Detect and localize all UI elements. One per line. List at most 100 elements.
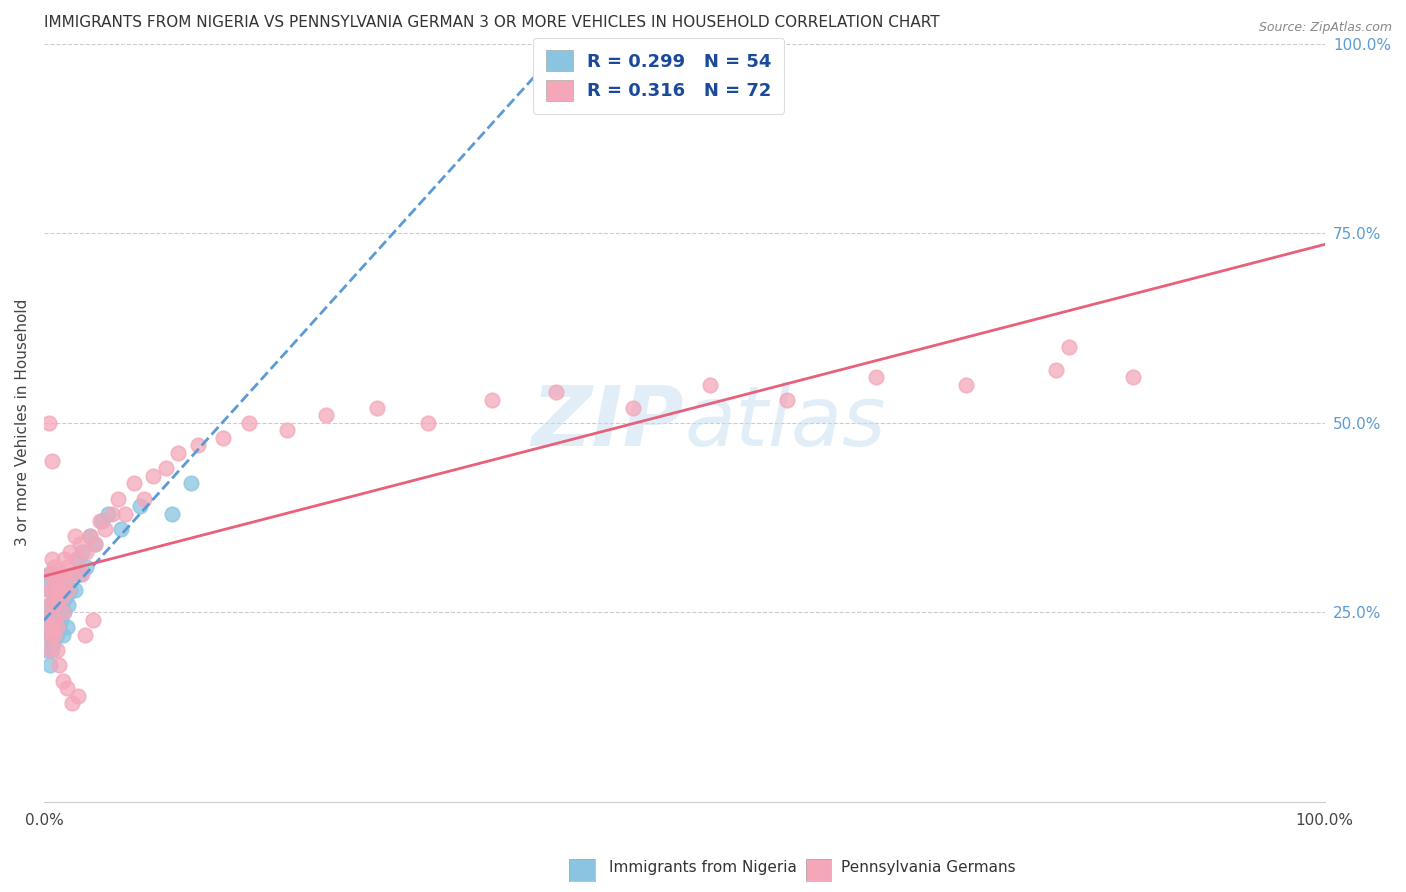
Point [42, 635, 65, 649]
Point [42, 605, 65, 619]
Point [79, 529, 101, 543]
Point [79, 529, 101, 543]
Point [49, 574, 72, 589]
Point [110, 522, 132, 536]
Point [212, 431, 235, 445]
Point [63, 582, 86, 597]
Point [315, 408, 337, 422]
Point [41, 552, 63, 566]
Point [60, 567, 83, 582]
Point [180, 476, 202, 491]
Point [38, 416, 60, 430]
Point [481, 392, 503, 407]
Point [52, 628, 75, 642]
Point [55, 574, 77, 589]
Point [56, 681, 79, 695]
Point [48, 590, 70, 604]
Point [167, 446, 190, 460]
Point [94, 522, 117, 536]
Point [39, 628, 62, 642]
Point [66, 552, 89, 566]
Point [53, 605, 76, 619]
Point [44, 598, 66, 612]
Point [41, 620, 63, 634]
Point [42, 582, 65, 597]
Point [100, 507, 122, 521]
Point [67, 689, 90, 703]
Point [41, 453, 63, 467]
Point [546, 385, 568, 400]
Text: IMMIGRANTS FROM NIGERIA VS PENNSYLVANIA GERMAN 3 OR MORE VEHICLES IN HOUSEHOLD C: IMMIGRANTS FROM NIGERIA VS PENNSYLVANIA … [44, 15, 939, 30]
Point [865, 370, 887, 384]
Point [75, 544, 97, 558]
Point [48, 620, 70, 634]
Point [44, 567, 66, 582]
Point [49, 567, 72, 582]
Point [45, 567, 67, 582]
Point [58, 598, 80, 612]
Point [44, 582, 66, 597]
Point [37, 598, 59, 612]
Point [187, 438, 209, 452]
Point [44, 574, 66, 589]
Point [45, 605, 67, 619]
Text: Immigrants from Nigeria: Immigrants from Nigeria [609, 860, 797, 874]
Point [1122, 370, 1144, 384]
Point [46, 582, 69, 597]
Point [142, 468, 165, 483]
Point [38, 582, 60, 597]
Point [35, 643, 58, 657]
Point [48, 658, 70, 673]
Point [51, 590, 73, 604]
Point [1057, 340, 1080, 354]
Point [52, 673, 75, 688]
Text: Source: ZipAtlas.com: Source: ZipAtlas.com [1258, 21, 1392, 34]
Point [52, 582, 75, 597]
Point [238, 416, 260, 430]
Point [621, 401, 644, 415]
Point [49, 613, 72, 627]
Point [60, 567, 83, 582]
Point [37, 628, 59, 642]
Point [41, 643, 63, 657]
Point [276, 423, 298, 437]
Point [366, 401, 388, 415]
Text: ZIP: ZIP [531, 383, 685, 463]
Point [46, 590, 69, 604]
Point [37, 605, 59, 619]
Point [416, 416, 439, 430]
Point [46, 613, 69, 627]
Point [44, 620, 66, 634]
Point [52, 605, 75, 619]
Point [58, 544, 80, 558]
Point [107, 491, 129, 506]
Point [39, 613, 62, 627]
Y-axis label: 3 or more Vehicles in Household: 3 or more Vehicles in Household [15, 299, 30, 547]
Point [44, 613, 66, 627]
Point [41, 620, 63, 634]
Point [53, 552, 76, 566]
Point [84, 537, 107, 551]
Point [45, 628, 67, 642]
Point [114, 507, 136, 521]
Point [44, 598, 66, 612]
Point [89, 514, 111, 528]
Point [42, 582, 65, 597]
Point [44, 628, 66, 642]
Point [51, 598, 73, 612]
Point [38, 567, 60, 582]
Point [132, 491, 155, 506]
Point [39, 658, 62, 673]
Point [39, 567, 62, 582]
Point [39, 574, 62, 589]
Point [56, 620, 79, 634]
Point [44, 628, 66, 642]
Point [776, 392, 799, 407]
Point [60, 696, 83, 710]
Point [97, 507, 120, 521]
Point [41, 567, 63, 582]
Point [42, 628, 65, 642]
Point [75, 559, 97, 574]
Point [73, 628, 96, 642]
Point [38, 620, 60, 634]
